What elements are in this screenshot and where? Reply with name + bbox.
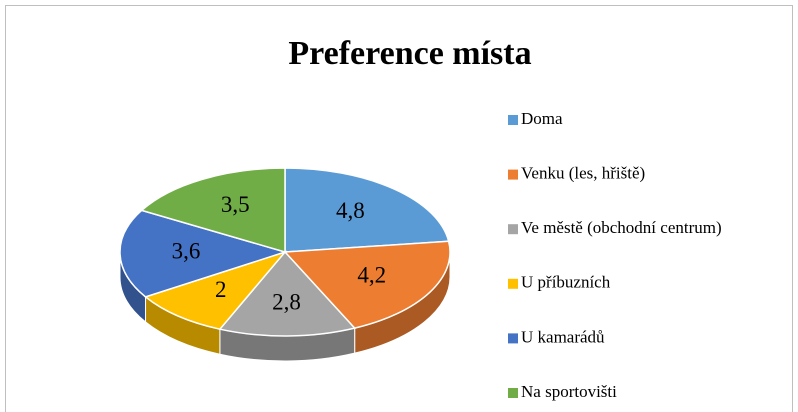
legend-label: U příbuzních xyxy=(521,273,611,292)
legend-label: Venku (les, hřiště) xyxy=(521,164,645,183)
legend-swatch xyxy=(508,169,518,180)
legend-swatch xyxy=(508,115,518,125)
legend-swatch xyxy=(508,333,518,344)
slice xyxy=(140,167,286,253)
data-label: 3,6 xyxy=(172,238,201,263)
slice xyxy=(119,209,288,298)
slice xyxy=(284,167,450,253)
data-label: 2 xyxy=(215,277,227,302)
slice xyxy=(283,240,451,329)
legend-label: Ve městě (obchodní centrum) xyxy=(521,218,722,237)
data-label: 2,8 xyxy=(272,289,301,314)
legend-label: U kamarádů xyxy=(521,327,605,346)
chart-title: Preference místa xyxy=(288,35,531,72)
legend-label: Na sportovišti xyxy=(521,382,617,401)
legend-swatch xyxy=(508,388,518,398)
slice xyxy=(218,250,357,337)
legend-label: Doma xyxy=(521,109,563,128)
pie-sides xyxy=(119,251,451,362)
data-label: 3,5 xyxy=(221,192,250,217)
data-label: 4,8 xyxy=(336,198,365,223)
legend-swatch xyxy=(508,224,518,235)
slice xyxy=(143,250,288,331)
legend-swatch xyxy=(508,278,518,289)
data-label: 4,2 xyxy=(357,262,386,287)
